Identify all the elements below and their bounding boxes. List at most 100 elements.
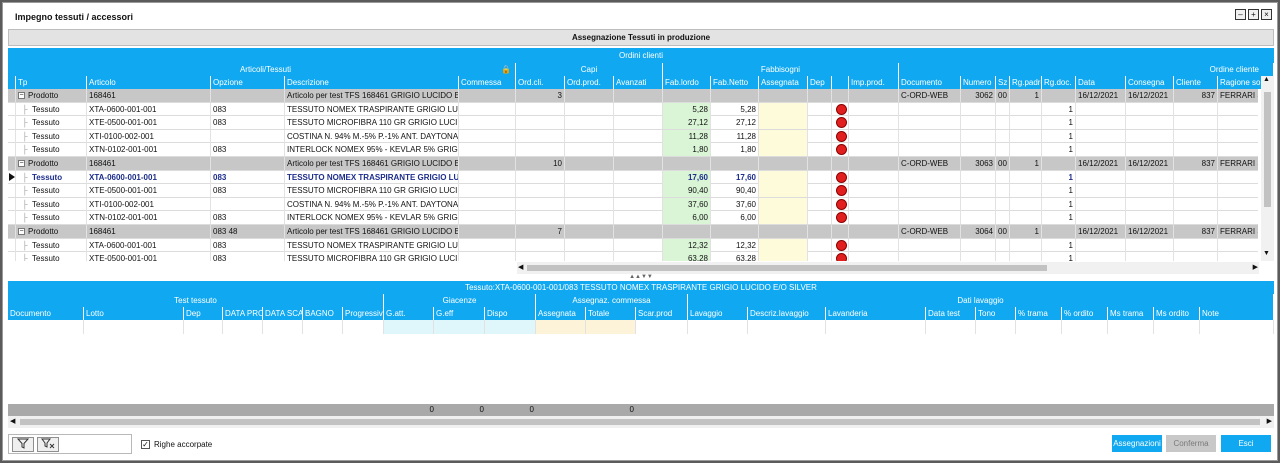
cell-status[interactable] [832,129,849,143]
cell-avanzati[interactable] [614,225,663,238]
cell-rg-doc[interactable]: 1 [1042,211,1076,225]
detail-col-20[interactable]: Ms trama [1108,307,1154,320]
cell-rg-doc[interactable]: 1 [1042,184,1076,198]
cell-ord-prod[interactable] [565,197,614,211]
cell-rg-padre[interactable] [1010,197,1042,211]
cell-status[interactable] [832,211,849,225]
cell-descrizione[interactable]: TESSUTO NOMEX TRASPIRANTE GRIGIO LUCIDO [287,170,459,184]
cell-rg-doc[interactable]: 1 [1042,197,1076,211]
cell-dep[interactable] [808,170,832,184]
cell-ord-cli[interactable] [516,129,565,143]
detail-col-17[interactable]: Tono [976,307,1016,320]
cell-documento[interactable] [899,170,961,184]
cell-assegnata[interactable] [759,102,808,116]
col-descrizione[interactable]: Descrizione [285,76,459,89]
cell-data[interactable]: 16/12/2021 [1076,89,1126,102]
cell-avanzati[interactable] [614,143,663,157]
col-consegna[interactable]: Consegna [1126,76,1174,89]
cell-consegna[interactable] [1126,102,1174,116]
cell-commessa[interactable] [459,211,516,225]
cell-ord-cli[interactable] [516,238,565,252]
cell-fab-netto[interactable]: 5,28 [711,102,759,116]
cell-fab-lordo[interactable]: 6,00 [663,211,711,225]
detail-cell-6[interactable] [343,320,384,334]
cell-fab-netto[interactable]: 6,00 [711,211,759,225]
cell-documento[interactable] [899,129,961,143]
cell-dep[interactable] [808,197,832,211]
cell-descrizione[interactable]: COSTINA N. 94% M.-5% P.-1% ANT. DAYTONA [287,197,459,211]
cell-documento[interactable] [899,184,961,198]
cell-opzione[interactable]: 083 [211,102,285,116]
cell-ragione[interactable] [1218,103,1258,116]
cell-ragione[interactable] [1218,239,1258,252]
cell-data[interactable] [1076,143,1126,157]
detail-horizontal-scrollbar[interactable]: ◀ ▶ [8,416,1274,428]
detail-cell-0[interactable] [8,320,84,334]
cell-fab-lordo[interactable]: 5,28 [663,102,711,116]
cell-ragione[interactable] [1218,171,1258,184]
cell-consegna[interactable] [1126,143,1174,157]
cell-assegnata[interactable] [759,252,808,261]
fabric-row[interactable]: ├ Tessuto XTE-0500-001-001 083 TESSUTO MICRO… [8,252,1258,261]
cell-status[interactable] [832,238,849,252]
cell-sz[interactable] [996,184,1010,198]
cell-rg-padre[interactable] [1010,143,1042,157]
cell-documento[interactable]: C-ORD-WEB [899,225,961,238]
detail-cell-21[interactable] [1154,320,1200,334]
cell-dep[interactable] [808,252,832,261]
cell-ragione[interactable] [1218,198,1258,211]
clear-filter-icon[interactable] [37,437,59,452]
cell-dep[interactable] [808,129,832,143]
cell-rg-padre[interactable] [1010,170,1042,184]
cell-consegna[interactable]: 16/12/2021 [1126,225,1174,238]
cell-numero[interactable] [961,116,996,130]
detail-col-14[interactable]: Descriz.lavaggio [748,307,826,320]
cell-opzione[interactable] [211,129,285,143]
cell-assegnata[interactable] [759,184,808,198]
detail-cell-11[interactable] [586,320,636,334]
cell-ord-prod[interactable] [565,238,614,252]
detail-scroll-thumb[interactable] [20,419,1260,425]
cell-fab-lordo[interactable]: 37,60 [663,197,711,211]
cell-numero[interactable] [961,238,996,252]
cell-commessa[interactable] [459,116,516,130]
cell-imp-prod[interactable] [849,157,899,170]
cell-cliente[interactable] [1174,184,1218,198]
cell-imp-prod[interactable] [849,252,899,261]
detail-empty-row[interactable] [8,320,1274,334]
cell-commessa[interactable] [459,225,516,238]
cell-ord-cli[interactable] [516,170,565,184]
col-opzione[interactable]: Opzione [211,76,285,89]
cell-descrizione[interactable]: Articolo per test TFS 168461 GRIGIO LUCI… [287,225,459,238]
product-row[interactable]: − Prodotto 168461 Articolo per test TFS 168… [8,89,1258,103]
cell-fab-netto[interactable]: 90,40 [711,184,759,198]
scroll-left-icon[interactable]: ◀ [518,264,524,271]
cell-rg-doc[interactable] [1042,157,1076,170]
cell-commessa[interactable] [459,197,516,211]
cell-descrizione[interactable]: COSTINA N. 94% M.-5% P.-1% ANT. DAYTONA [287,129,459,143]
cell-fab-lordo[interactable] [663,89,711,102]
cell-documento[interactable] [899,143,961,157]
cell-tp[interactable]: ├ Tessuto [16,170,87,184]
cell-articolo[interactable]: 168461 [87,157,211,170]
detail-col-21[interactable]: Ms ordito [1154,307,1200,320]
cell-commessa[interactable] [459,252,516,261]
cell-data[interactable] [1076,116,1126,130]
detail-cell-20[interactable] [1108,320,1154,334]
cell-sz[interactable] [996,102,1010,116]
product-row[interactable]: − Prodotto 168461 Articolo per test TFS 168… [8,157,1258,171]
cell-sz[interactable] [996,238,1010,252]
cell-ord-cli[interactable] [516,197,565,211]
col-sz[interactable]: Sz [996,76,1010,89]
fabric-row[interactable]: ├ Tessuto XTN-0102-001-001 083 INTERLOCK NOM… [8,143,1258,157]
cell-fab-lordo[interactable] [663,225,711,238]
cell-tp[interactable]: ├ Tessuto [16,184,87,198]
cell-dep[interactable] [808,116,832,130]
cell-documento[interactable] [899,238,961,252]
cell-ord-prod[interactable] [565,184,614,198]
cell-cliente[interactable]: 837 [1174,225,1218,238]
cell-articolo[interactable]: XTA-0600-001-001 [87,170,211,184]
col-imp-prod[interactable]: Imp.prod. [849,76,899,89]
col-commessa[interactable]: Commessa [459,76,516,89]
esci-button[interactable]: Esci [1221,435,1271,452]
